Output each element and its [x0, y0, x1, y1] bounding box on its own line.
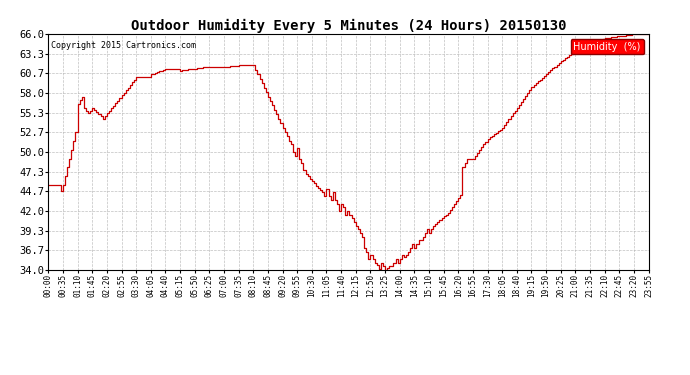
Title: Outdoor Humidity Every 5 Minutes (24 Hours) 20150130: Outdoor Humidity Every 5 Minutes (24 Hou… [130, 18, 566, 33]
Text: Copyright 2015 Cartronics.com: Copyright 2015 Cartronics.com [51, 41, 196, 50]
Legend: Humidity  (%): Humidity (%) [571, 39, 644, 54]
